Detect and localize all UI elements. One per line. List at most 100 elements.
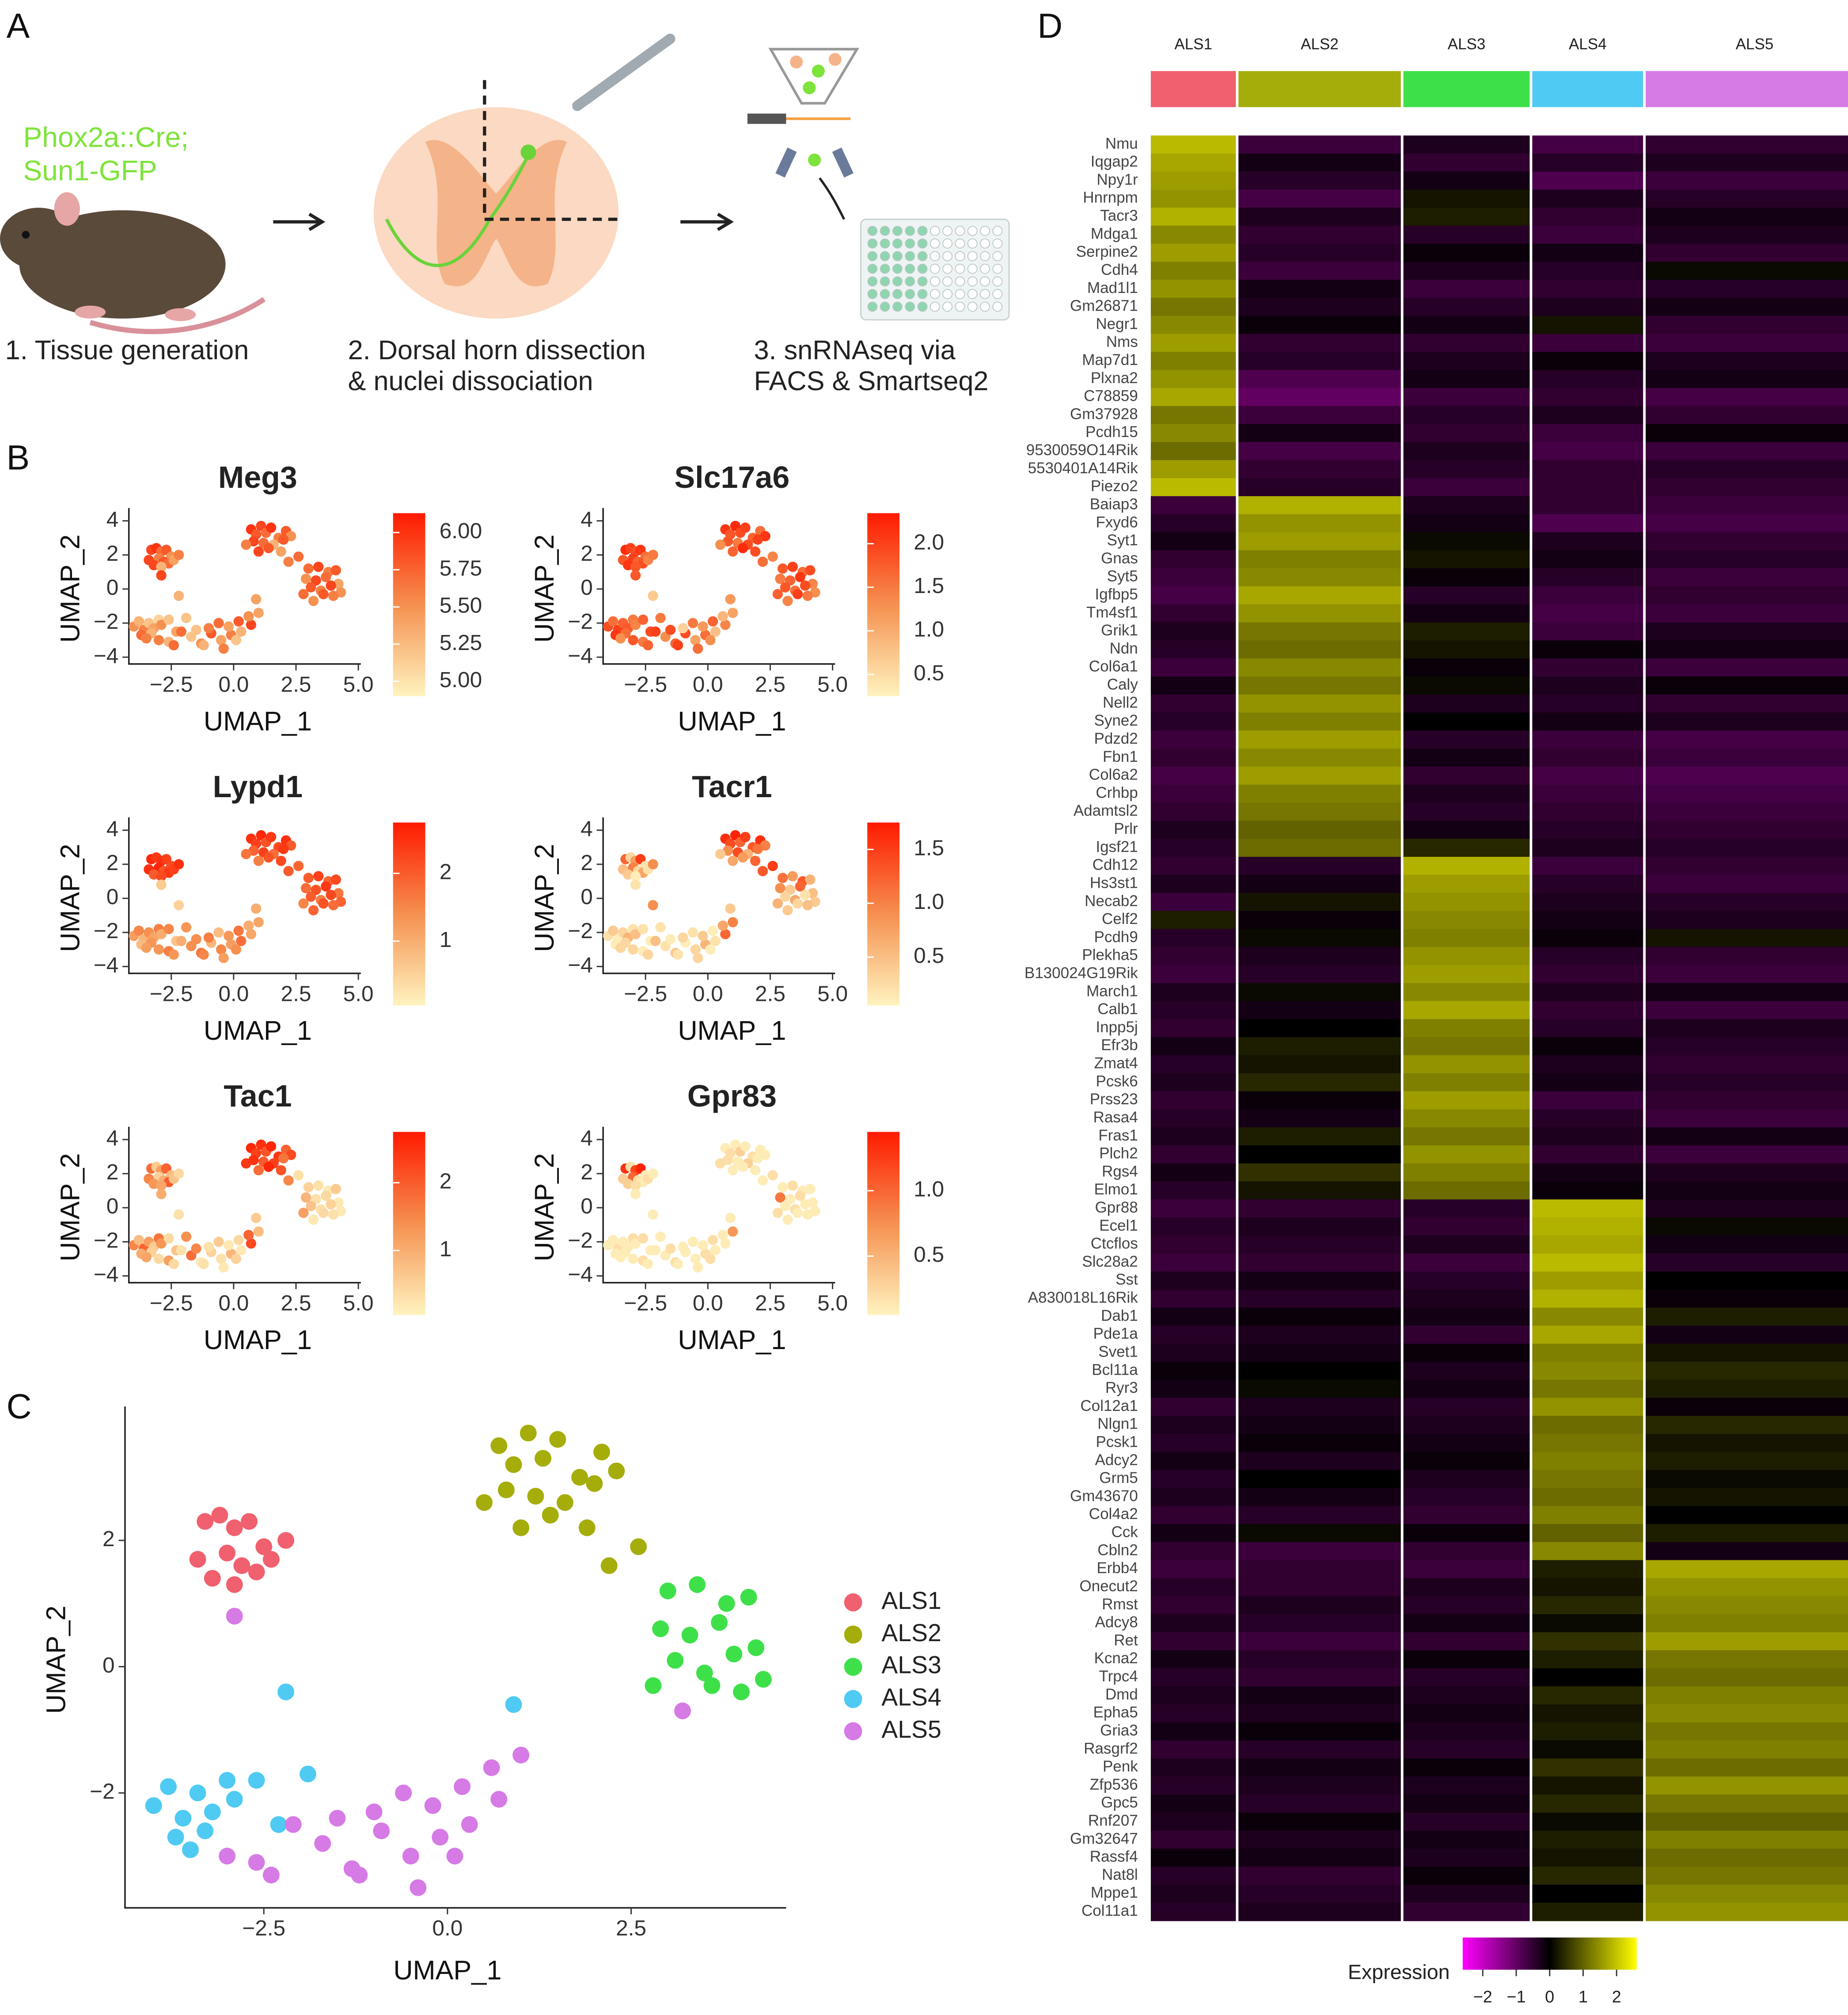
heatmap-cell — [1150, 1091, 1236, 1110]
cell-point — [156, 1180, 167, 1191]
heatmap-cell — [1646, 532, 1848, 551]
cell-point — [204, 1803, 221, 1821]
cell-point — [306, 582, 316, 593]
heatmap-cell — [1238, 766, 1401, 785]
colorbar-tick-label: −1 — [1506, 1988, 1525, 2007]
x-axis-label: UMAP_1 — [678, 706, 786, 736]
heatmap-cell — [1150, 316, 1236, 335]
legend-label: ALS2 — [881, 1619, 941, 1646]
well — [930, 251, 940, 262]
heatmap-cell — [1646, 1902, 1848, 1921]
gene-label: Zmat4 — [1094, 1055, 1138, 1072]
colorbar — [393, 1132, 425, 1315]
cell-point — [270, 1816, 287, 1833]
cell-point — [718, 1595, 735, 1612]
heatmap-cell — [1238, 1019, 1401, 1038]
cell-point — [216, 1254, 227, 1264]
heatmap-cell — [1403, 1398, 1530, 1416]
well — [892, 289, 903, 299]
cell-point — [246, 929, 257, 939]
heatmap-cell — [1532, 694, 1643, 713]
heatmap-cell — [1238, 1524, 1401, 1543]
well — [980, 226, 990, 236]
cell-point — [802, 900, 813, 911]
heatmap-cell — [1646, 1722, 1848, 1741]
cluster-label: ALS3 — [1448, 36, 1486, 53]
cell-point — [226, 1519, 243, 1536]
heatmap-cell — [1238, 1343, 1401, 1362]
gene-label: Pcdh15 — [1085, 423, 1138, 441]
heatmap-cell — [1646, 586, 1848, 605]
heatmap-cell — [1646, 712, 1848, 731]
heatmap-cell — [1403, 1650, 1530, 1669]
cell-point — [800, 580, 811, 591]
heatmap-cell — [1403, 1686, 1530, 1705]
heatmap-cell — [1150, 604, 1236, 623]
panel-label: A — [7, 6, 30, 45]
gene-label: Prlr — [1114, 820, 1138, 837]
heatmap-cell — [1238, 316, 1401, 335]
gene-label: Gnas — [1101, 550, 1138, 567]
cell-point — [687, 618, 698, 628]
cell-point — [542, 1506, 559, 1524]
cell-point — [243, 1230, 254, 1240]
heatmap-cell — [1646, 370, 1848, 388]
gene-label: Bcl11a — [1092, 1361, 1138, 1378]
well — [867, 238, 878, 249]
legend-label: ALS4 — [881, 1684, 941, 1711]
cell-point — [648, 550, 658, 560]
cell-point — [655, 1231, 666, 1242]
cell-point — [690, 944, 701, 955]
cell-point — [740, 1141, 751, 1152]
heatmap-cell — [1646, 1217, 1848, 1236]
cell-point — [715, 849, 726, 859]
cell-point — [705, 944, 716, 955]
gene-label: Mdga1 — [1091, 225, 1138, 242]
heatmap-cell — [1238, 1542, 1401, 1561]
heatmap-cell — [1238, 1416, 1401, 1434]
heatmap-cell — [1150, 1109, 1236, 1128]
heatmap-cell — [1150, 1704, 1236, 1723]
heatmap-cell — [1150, 1398, 1236, 1416]
heatmap-cell — [1150, 1740, 1236, 1759]
heatmap-cell — [1646, 1055, 1848, 1074]
heatmap-cell — [1150, 874, 1236, 893]
heatmap-cell — [1532, 965, 1643, 984]
heatmap-cell — [1403, 1794, 1530, 1813]
heatmap-cell — [1532, 1343, 1643, 1362]
y-axis-label: UMAP_2 — [529, 1153, 559, 1262]
gene-label: Inpp5j — [1096, 1019, 1138, 1036]
cell-point — [630, 1538, 647, 1555]
heatmap-cell — [1646, 1542, 1848, 1561]
heatmap-cell — [1403, 1019, 1530, 1038]
cell-point — [710, 935, 721, 947]
cell-point — [402, 1848, 419, 1865]
heatmap-cell — [1403, 1668, 1530, 1687]
cell-point — [263, 852, 274, 863]
heatmap-cell — [1150, 1289, 1236, 1308]
gene-label: B130024G19Rik — [1025, 964, 1138, 981]
heatmap-cell — [1532, 1019, 1643, 1038]
cell-point — [750, 1165, 761, 1175]
gene-label: C78859 — [1084, 388, 1138, 405]
heatmap-cell — [1403, 1361, 1530, 1380]
heatmap-cell — [1150, 550, 1236, 569]
heatmap-cell — [1646, 1632, 1848, 1651]
heatmap-cell — [1150, 1614, 1236, 1633]
cell-point — [248, 1854, 265, 1871]
cell-point — [752, 1153, 763, 1163]
y-axis-label: UMAP_2 — [55, 534, 85, 643]
heatmap-cell — [1238, 712, 1401, 731]
y-tick-label: 4 — [581, 816, 593, 841]
heatmap-cell — [1646, 1361, 1848, 1380]
heatmap-cell — [1238, 1235, 1401, 1254]
cell-point — [293, 551, 304, 562]
y-axis-label: UMAP_2 — [529, 534, 559, 643]
heatmap-cell — [1238, 1596, 1401, 1615]
cell-point — [767, 1170, 778, 1181]
heatmap-cell — [1403, 1343, 1530, 1362]
heatmap-cell — [1646, 911, 1848, 930]
cell-point — [326, 1199, 336, 1210]
x-tick-label: 2.5 — [281, 981, 311, 1006]
